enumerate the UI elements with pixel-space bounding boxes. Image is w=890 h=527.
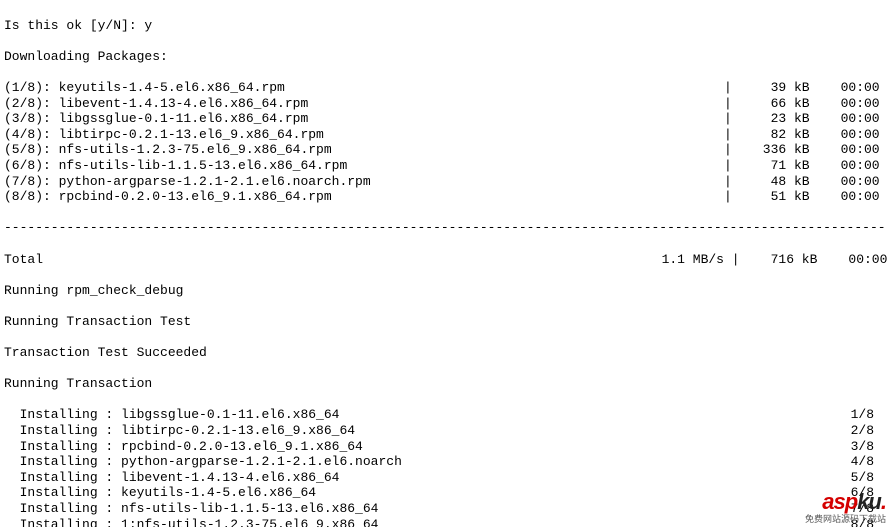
package-time: 00:00 [810, 189, 880, 205]
transaction-pkg: Installing : libtirpc-0.2.1-13.el6_9.x86… [4, 423, 844, 439]
package-name: (3/8): libgssglue-0.1-11.el6.x86_64.rpm [4, 111, 724, 127]
package-size: 71 kB [740, 158, 810, 174]
transaction-pkg: Installing : libevent-1.4.13-4.el6.x86_6… [4, 470, 844, 486]
package-time: 00:00 [810, 158, 880, 174]
transaction-row: Installing : 1:nfs-utils-1.2.3-75.el6_9.… [4, 517, 886, 527]
separator-line: ----------------------------------------… [4, 220, 886, 236]
total-label: Total [4, 252, 644, 268]
transaction-count: 5/8 [844, 470, 874, 486]
transaction-count: 2/8 [844, 423, 874, 439]
trans-run-line: Running Transaction [4, 376, 886, 392]
package-download-row: (3/8): libgssglue-0.1-11.el6.x86_64.rpm|… [4, 111, 886, 127]
package-name: (2/8): libevent-1.4.13-4.el6.x86_64.rpm [4, 96, 724, 112]
package-size: 39 kB [740, 80, 810, 96]
transaction-pkg: Installing : keyutils-1.4-5.el6.x86_64 [4, 485, 844, 501]
package-time: 00:00 [810, 96, 880, 112]
watermark-part: ku [857, 489, 881, 514]
transaction-row: Installing : libgssglue-0.1-11.el6.x86_6… [4, 407, 886, 423]
trans-test-line: Running Transaction Test [4, 314, 886, 330]
package-name: (1/8): keyutils-1.4-5.el6.x86_64.rpm [4, 80, 724, 96]
pipe: | [724, 158, 740, 174]
package-name: (6/8): nfs-utils-lib-1.1.5-13.el6.x86_64… [4, 158, 724, 174]
package-size: 336 kB [740, 142, 810, 158]
pipe: | [724, 127, 740, 143]
package-name: (4/8): libtirpc-0.2.1-13.el6_9.x86_64.rp… [4, 127, 724, 143]
pipe: | [724, 174, 740, 190]
package-download-row: (1/8): keyutils-1.4-5.el6.x86_64.rpm| 39… [4, 80, 886, 96]
transaction-pkg: Installing : python-argparse-1.2.1-2.1.e… [4, 454, 844, 470]
pipe: | [724, 96, 740, 112]
total-time: 00:00 [817, 252, 887, 268]
package-size: 23 kB [740, 111, 810, 127]
watermark-subtitle: 免费网站源码下载站 [805, 514, 886, 525]
watermark-logo: aspku. [822, 489, 886, 515]
transaction-row: Installing : libevent-1.4.13-4.el6.x86_6… [4, 470, 886, 486]
total-size: 716 kB [747, 252, 817, 268]
pipe: | [724, 142, 740, 158]
package-download-row: (4/8): libtirpc-0.2.1-13.el6_9.x86_64.rp… [4, 127, 886, 143]
transaction-row: Installing : libtirpc-0.2.1-13.el6_9.x86… [4, 423, 886, 439]
package-time: 00:00 [810, 174, 880, 190]
transaction-pkg: Installing : libgssglue-0.1-11.el6.x86_6… [4, 407, 844, 423]
transaction-row: Installing : nfs-utils-lib-1.1.5-13.el6.… [4, 501, 886, 517]
package-name: (8/8): rpcbind-0.2.0-13.el6_9.1.x86_64.r… [4, 189, 724, 205]
transaction-row: Installing : keyutils-1.4-5.el6.x86_646/… [4, 485, 886, 501]
pipe: | [724, 252, 747, 268]
package-size: 82 kB [740, 127, 810, 143]
package-time: 00:00 [810, 111, 880, 127]
total-rate: 1.1 MB/s [644, 252, 724, 268]
package-time: 00:00 [810, 80, 880, 96]
package-download-row: (7/8): python-argparse-1.2.1-2.1.el6.noa… [4, 174, 886, 190]
transaction-count: 4/8 [844, 454, 874, 470]
trans-ok-line: Transaction Test Succeeded [4, 345, 886, 361]
transaction-count: 3/8 [844, 439, 874, 455]
transaction-count: 1/8 [844, 407, 874, 423]
transaction-row: Installing : rpcbind-0.2.0-13.el6_9.1.x8… [4, 439, 886, 455]
transaction-pkg: Installing : rpcbind-0.2.0-13.el6_9.1.x8… [4, 439, 844, 455]
prompt-line: Is this ok [y/N]: y [4, 18, 886, 34]
package-download-row: (2/8): libevent-1.4.13-4.el6.x86_64.rpm|… [4, 96, 886, 112]
package-size: 66 kB [740, 96, 810, 112]
transaction-row: Installing : python-argparse-1.2.1-2.1.e… [4, 454, 886, 470]
pipe: | [724, 111, 740, 127]
downloading-header: Downloading Packages: [4, 49, 886, 65]
transaction-pkg: Installing : nfs-utils-lib-1.1.5-13.el6.… [4, 501, 844, 517]
package-size: 51 kB [740, 189, 810, 205]
package-name: (5/8): nfs-utils-1.2.3-75.el6_9.x86_64.r… [4, 142, 724, 158]
watermark-part: . [881, 489, 886, 514]
package-time: 00:00 [810, 127, 880, 143]
rpm-check-line: Running rpm_check_debug [4, 283, 886, 299]
package-size: 48 kB [740, 174, 810, 190]
package-name: (7/8): python-argparse-1.2.1-2.1.el6.noa… [4, 174, 724, 190]
package-time: 00:00 [810, 142, 880, 158]
package-download-row: (6/8): nfs-utils-lib-1.1.5-13.el6.x86_64… [4, 158, 886, 174]
total-row: Total 1.1 MB/s | 716 kB 00:00 [4, 252, 886, 268]
transaction-pkg: Installing : 1:nfs-utils-1.2.3-75.el6_9.… [4, 517, 844, 527]
pipe: | [724, 80, 740, 96]
watermark-part: asp [822, 489, 857, 514]
package-download-row: (5/8): nfs-utils-1.2.3-75.el6_9.x86_64.r… [4, 142, 886, 158]
terminal-output: Is this ok [y/N]: y Downloading Packages… [0, 0, 890, 527]
package-download-row: (8/8): rpcbind-0.2.0-13.el6_9.1.x86_64.r… [4, 189, 886, 205]
pipe: | [724, 189, 740, 205]
